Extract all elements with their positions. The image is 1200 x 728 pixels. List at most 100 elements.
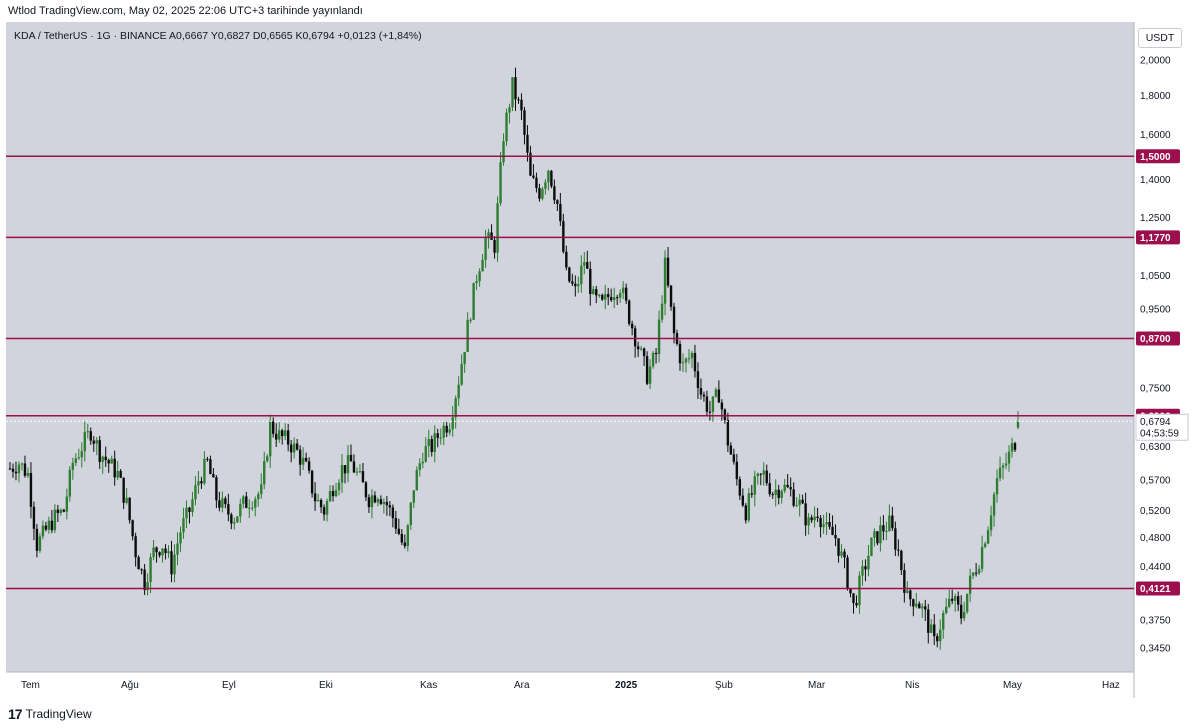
candle-body — [110, 458, 113, 464]
candle-body — [669, 285, 673, 307]
candle-body — [511, 77, 514, 108]
candle-body — [520, 99, 523, 111]
chart-area[interactable]: 2,0000 1,8000 1,6000 1,4000 1,2500 1,0500 0,95… — [6, 22, 1194, 698]
candle-body — [921, 606, 924, 609]
candle-body — [933, 624, 936, 637]
candle-body — [457, 384, 460, 399]
candle-body — [950, 598, 954, 601]
candle-body — [627, 300, 631, 324]
candle-body — [696, 371, 700, 389]
x-tick-label: Eki — [319, 680, 333, 691]
candle-body — [230, 514, 233, 524]
candle-body — [367, 497, 371, 508]
candle-body — [639, 348, 643, 350]
candle-body — [152, 547, 155, 558]
candle-body — [38, 536, 42, 551]
candle-body — [762, 470, 765, 475]
candle-body — [846, 557, 849, 589]
published-text: Wtlod TradingView.com, May 02, 2025 22:0… — [8, 5, 363, 17]
candle-body — [924, 606, 927, 610]
plot-background — [6, 22, 1134, 672]
candle-body — [930, 624, 933, 633]
x-tick-label: Tem — [21, 680, 40, 691]
candle-body — [945, 606, 948, 614]
candle-body — [47, 520, 51, 530]
candle-body — [965, 593, 969, 612]
candle-body — [32, 506, 36, 529]
candle-body — [370, 495, 374, 508]
candle-body — [789, 487, 792, 490]
x-tick-label: Kas — [420, 680, 437, 691]
candle-body — [251, 507, 254, 509]
candle-body — [1010, 443, 1014, 452]
candle-body — [708, 411, 712, 413]
candle-body — [50, 520, 54, 531]
candle-body — [918, 603, 921, 609]
candle-body — [562, 221, 565, 252]
candle-body — [104, 456, 107, 461]
candle-body — [735, 461, 739, 480]
candle-body — [95, 440, 98, 444]
candle-body — [146, 582, 149, 591]
candle-body — [604, 294, 607, 300]
candle-body — [200, 481, 203, 484]
candle-body — [915, 603, 918, 607]
candle-body — [717, 389, 721, 403]
level-price-label-bg — [1136, 581, 1180, 596]
candle-body — [867, 555, 870, 570]
candle-body — [906, 590, 909, 593]
candle-body — [143, 569, 146, 591]
candle-body — [221, 498, 224, 508]
candle-body — [131, 520, 134, 537]
candle-body — [80, 451, 83, 458]
candle-body — [490, 232, 493, 240]
x-tick-label: May — [1003, 680, 1022, 691]
candle-body — [792, 489, 795, 506]
candle-body — [86, 431, 89, 433]
candle-body — [986, 530, 990, 544]
candle-body — [852, 593, 855, 604]
candle-body — [660, 303, 664, 320]
y-tick-label: 0,5700 — [1140, 476, 1171, 487]
candle-body — [903, 570, 906, 593]
candle-body — [319, 500, 323, 508]
candle-body — [1013, 443, 1017, 450]
candle-body — [607, 294, 610, 298]
candle-body — [714, 389, 718, 397]
candle-body — [535, 177, 538, 189]
candle-body — [137, 557, 140, 570]
candle-body — [424, 446, 427, 462]
y-tick-label: 0,7500 — [1140, 384, 1171, 395]
candle-body — [798, 499, 801, 506]
candle-body — [248, 507, 251, 509]
candle-body — [589, 268, 592, 295]
candle-body — [621, 287, 625, 294]
candlestick-chart[interactable]: 2,0000 1,8000 1,6000 1,4000 1,2500 1,0500 0,95… — [6, 22, 1194, 698]
x-tick-label: Mar — [808, 680, 826, 691]
y-tick-label: 0,4800 — [1140, 533, 1171, 544]
candle-body — [334, 490, 338, 497]
candle-body — [295, 443, 299, 450]
candle-body — [598, 294, 601, 296]
candle-body — [568, 267, 571, 282]
candle-body — [134, 536, 137, 558]
candle-body — [514, 77, 517, 100]
candle-body — [738, 479, 742, 496]
candle-body — [592, 289, 595, 295]
candle-body — [35, 528, 39, 551]
candle-body — [768, 483, 771, 495]
candle-body — [783, 484, 786, 491]
candle-body — [595, 289, 598, 296]
currency-badge[interactable]: USDT — [1138, 28, 1182, 48]
candle-body — [864, 566, 867, 570]
candle-body — [995, 478, 999, 495]
candle-body — [436, 433, 439, 438]
candle-body — [484, 238, 487, 260]
candle-body — [822, 524, 825, 528]
candle-body — [188, 507, 191, 512]
candle-body — [983, 543, 987, 547]
candle-body — [376, 499, 380, 503]
candle-body — [128, 497, 131, 521]
candle-body — [666, 257, 670, 286]
candle-body — [565, 251, 568, 268]
